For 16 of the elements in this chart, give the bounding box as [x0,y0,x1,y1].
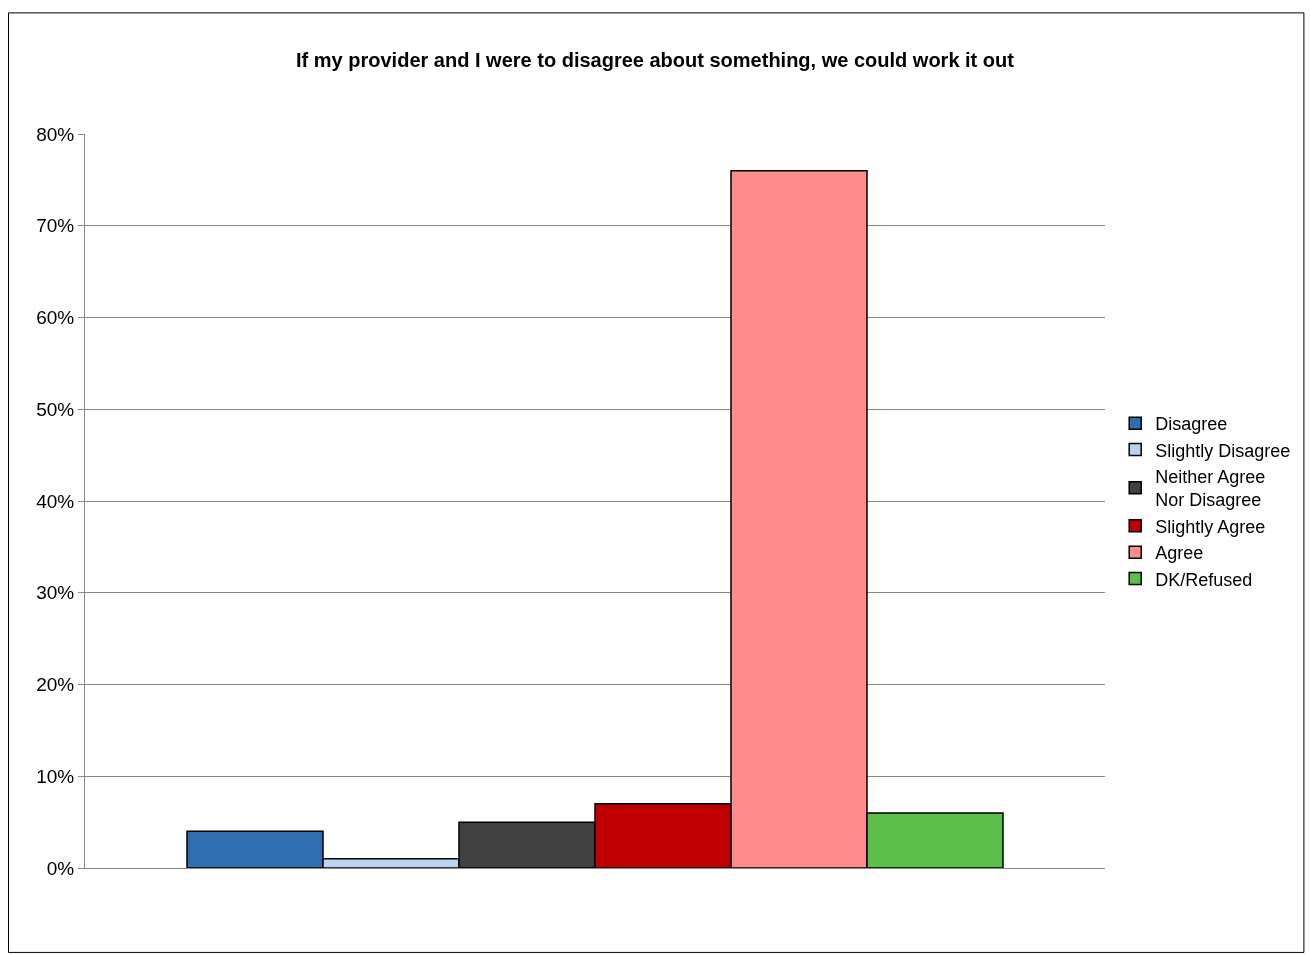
y-tick-label: 20% [36,674,75,696]
y-tick-label: 50% [36,398,75,420]
legend-label: Agree [1155,543,1204,564]
y-tick-label: 40% [36,490,75,512]
legend-label: Slightly Agree [1155,516,1266,537]
y-tick-label: 10% [36,765,75,787]
legend-label: Disagree [1155,414,1228,435]
legend-label: Slightly Disagree [1155,440,1291,461]
y-tick-label: 80% [36,123,75,145]
y-tick-label: 70% [36,215,75,237]
y-tick-label: 60% [36,307,75,329]
chart-title: If my provider and I were to disagree about something, we could work it out [296,48,1015,71]
legend-label: DK/Refused [1155,569,1253,590]
y-tick-label: 30% [36,582,75,604]
legend-label: Neither Agree Nor Disagree [1155,467,1266,511]
y-tick-label: 0% [46,857,75,879]
